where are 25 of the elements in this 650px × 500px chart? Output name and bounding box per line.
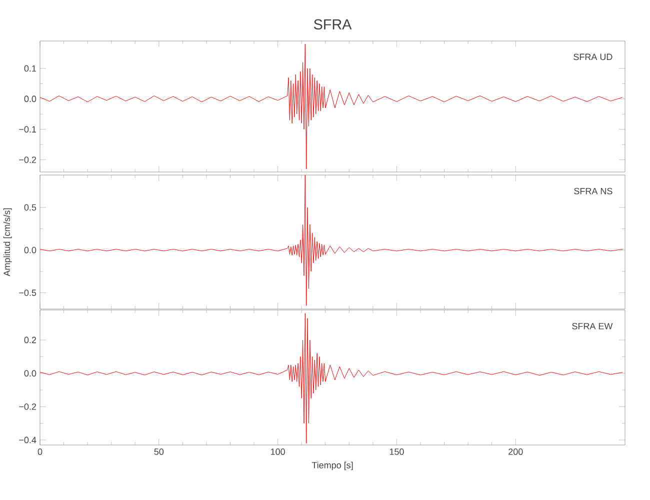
line-series (40, 175, 623, 306)
chart-title: SFRA (314, 19, 352, 30)
y-tick-label: 0.2 (24, 336, 36, 344)
x-tick-label: 150 (390, 448, 404, 455)
line-series (40, 44, 623, 170)
y-tick-label: −0.4 (19, 436, 36, 444)
y-tick-label: −0.1 (19, 126, 36, 133)
y-tick-label: 0.0 (24, 246, 36, 254)
annotation: SFRA NS (574, 188, 612, 194)
y-tick-label: −0.2 (19, 156, 36, 163)
y-axis-title: Amplitud [cm/s/s] (3, 208, 12, 276)
line-series (40, 313, 623, 444)
y-tick-label: −0.2 (19, 403, 36, 410)
annotation: SFRA UD (574, 54, 612, 60)
x-tick-label: 200 (508, 448, 523, 455)
y-tick-label: 0.5 (24, 204, 36, 211)
y-tick-label: −0.5 (19, 290, 36, 296)
annotation: SFRA EW (572, 322, 613, 330)
x-axis-title: Tiempo [s] (312, 462, 353, 470)
y-tick-label: 0.1 (24, 65, 36, 72)
y-tick-label: 0.0 (24, 370, 36, 377)
x-tick-label: 100 (270, 448, 285, 455)
x-tick-label: 0 (38, 448, 42, 455)
y-tick-label: 0.0 (24, 96, 36, 102)
x-tick-label: 50 (154, 448, 164, 455)
